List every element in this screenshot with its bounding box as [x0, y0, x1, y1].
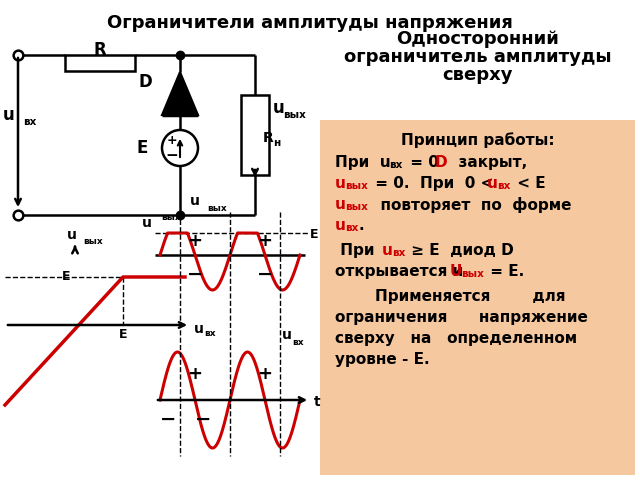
Text: вых: вых [83, 237, 102, 246]
Text: u: u [382, 243, 393, 258]
Text: E: E [61, 271, 70, 284]
Text: −: − [166, 148, 179, 164]
FancyBboxPatch shape [320, 120, 635, 475]
Text: вх: вх [292, 338, 303, 347]
Text: вых: вых [283, 110, 306, 120]
Text: сверху   на   определенном: сверху на определенном [335, 331, 577, 346]
Text: вых: вых [345, 202, 368, 212]
Text: −: − [195, 410, 211, 429]
Text: вх: вх [389, 160, 403, 170]
Text: R: R [93, 41, 106, 59]
Text: повторяет  по  форме: повторяет по форме [370, 197, 572, 213]
Text: u: u [3, 106, 14, 124]
Text: U: U [450, 264, 462, 279]
Text: ограничения      напряжение: ограничения напряжение [335, 310, 588, 325]
Text: .: . [359, 218, 365, 233]
Text: закрыт,: закрыт, [448, 155, 527, 170]
Text: u: u [335, 197, 346, 212]
Text: u: u [273, 99, 285, 117]
Text: E: E [310, 228, 319, 240]
Text: При  u: При u [335, 155, 390, 170]
Text: −: − [187, 265, 203, 284]
Text: u: u [142, 216, 152, 230]
Text: +: + [188, 365, 202, 383]
Bar [65, 55, 135, 71]
Text: Ограничители амплитуды напряжения: Ограничители амплитуды напряжения [107, 14, 513, 32]
Text: Односторонний: Односторонний [396, 30, 559, 48]
Text: t: t [314, 395, 321, 409]
Text: u: u [190, 194, 200, 208]
Text: +: + [257, 232, 273, 250]
Text: −: − [160, 410, 176, 429]
Text: u: u [335, 176, 346, 191]
Text: u: u [487, 176, 498, 191]
Bar [241, 95, 269, 175]
Text: u: u [282, 328, 292, 342]
Text: ≥ E  диод D: ≥ E диод D [406, 243, 514, 258]
Text: вых: вых [161, 214, 180, 223]
Text: При: При [335, 243, 385, 258]
Text: +: + [257, 365, 273, 383]
Text: Применяется        для: Применяется для [375, 289, 566, 304]
Text: u: u [335, 218, 346, 233]
Text: вх: вх [204, 328, 216, 337]
Text: E: E [119, 328, 127, 341]
Text: вых: вых [207, 204, 227, 213]
Text: уровне - E.: уровне - E. [335, 352, 429, 367]
Text: сверху: сверху [442, 66, 513, 84]
Text: +: + [166, 133, 177, 146]
Text: = 0: = 0 [405, 155, 449, 170]
Text: u: u [67, 228, 77, 242]
Text: вых: вых [461, 269, 484, 279]
Text: −: − [257, 265, 273, 284]
Text: вх: вх [345, 223, 358, 233]
Polygon shape [162, 72, 198, 115]
Text: D: D [435, 155, 447, 170]
Text: = 0.  При  0 <: = 0. При 0 < [370, 176, 493, 191]
Text: E: E [136, 139, 148, 157]
Text: вх: вх [497, 181, 510, 191]
Text: открывается и: открывается и [335, 264, 468, 279]
Text: вх: вх [392, 248, 405, 258]
Text: R: R [263, 131, 274, 145]
Text: = E.: = E. [485, 264, 524, 279]
Text: D: D [138, 73, 152, 91]
Text: вх: вх [23, 117, 36, 127]
Text: ограничитель амплитуды: ограничитель амплитуды [344, 48, 611, 66]
Text: н: н [273, 138, 280, 148]
Text: Принцип работы:: Принцип работы: [401, 132, 554, 148]
Text: +: + [188, 232, 202, 250]
Text: вых: вых [345, 181, 368, 191]
Text: u: u [194, 322, 204, 336]
Text: < E: < E [512, 176, 546, 191]
